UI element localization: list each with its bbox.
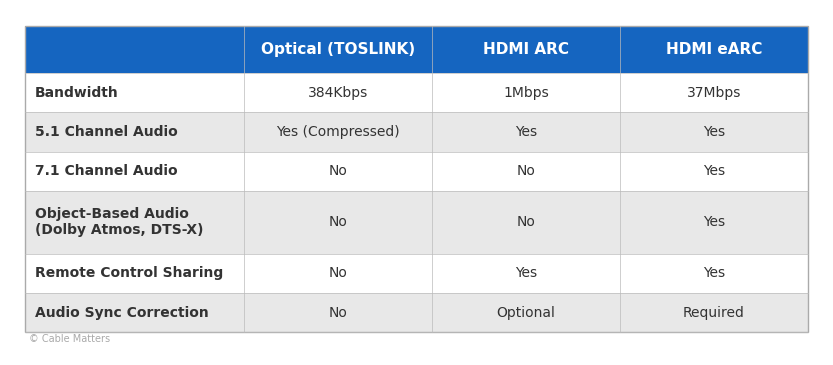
Text: HDMI ARC: HDMI ARC	[483, 42, 569, 57]
Text: © Cable Matters: © Cable Matters	[29, 334, 110, 344]
Text: Yes: Yes	[703, 164, 725, 178]
Bar	[25, 73, 244, 112]
Text: 37Mbps: 37Mbps	[687, 86, 741, 100]
Text: Yes: Yes	[515, 125, 537, 139]
Bar	[244, 26, 432, 73]
Text: Bandwidth: Bandwidth	[35, 86, 119, 100]
Text: HDMI eARC: HDMI eARC	[666, 42, 762, 57]
Text: No: No	[329, 306, 347, 319]
Text: 5.1 Channel Audio: 5.1 Channel Audio	[35, 125, 177, 139]
Bar	[432, 112, 620, 151]
Bar	[25, 191, 244, 254]
Text: 1Mbps: 1Mbps	[503, 86, 549, 100]
Text: 7.1 Channel Audio: 7.1 Channel Audio	[35, 164, 177, 178]
Bar	[432, 151, 620, 191]
Text: Required: Required	[683, 306, 745, 319]
Bar	[432, 191, 620, 254]
Bar	[25, 26, 244, 73]
Text: Remote Control Sharing: Remote Control Sharing	[35, 266, 223, 280]
Bar	[620, 151, 808, 191]
Text: Optical (TOSLINK): Optical (TOSLINK)	[261, 42, 416, 57]
Text: No: No	[329, 215, 347, 229]
Bar	[25, 254, 244, 293]
Bar	[432, 73, 620, 112]
Text: No: No	[516, 164, 536, 178]
Text: No: No	[516, 215, 536, 229]
Text: Yes: Yes	[703, 266, 725, 280]
Bar	[432, 26, 620, 73]
Text: Object-Based Audio
(Dolby Atmos, DTS-X): Object-Based Audio (Dolby Atmos, DTS-X)	[35, 207, 203, 237]
Bar	[244, 151, 432, 191]
Bar	[244, 293, 432, 332]
Text: No: No	[329, 266, 347, 280]
Bar	[620, 254, 808, 293]
Bar	[25, 293, 244, 332]
Text: Yes: Yes	[515, 266, 537, 280]
Text: 384Kbps: 384Kbps	[308, 86, 368, 100]
Bar	[25, 112, 244, 151]
Bar	[620, 112, 808, 151]
Text: Yes: Yes	[703, 215, 725, 229]
Text: Yes (Compressed): Yes (Compressed)	[277, 125, 400, 139]
Bar	[432, 293, 620, 332]
Bar	[620, 293, 808, 332]
Bar	[25, 26, 808, 332]
Text: No: No	[329, 164, 347, 178]
Text: Audio Sync Correction: Audio Sync Correction	[35, 306, 209, 319]
Text: Optional: Optional	[496, 306, 556, 319]
Bar	[432, 254, 620, 293]
Text: Yes: Yes	[703, 125, 725, 139]
Bar	[620, 26, 808, 73]
Bar	[244, 73, 432, 112]
Bar	[620, 191, 808, 254]
Bar	[244, 191, 432, 254]
Bar	[244, 112, 432, 151]
Bar	[244, 254, 432, 293]
Bar	[25, 151, 244, 191]
Bar	[620, 73, 808, 112]
